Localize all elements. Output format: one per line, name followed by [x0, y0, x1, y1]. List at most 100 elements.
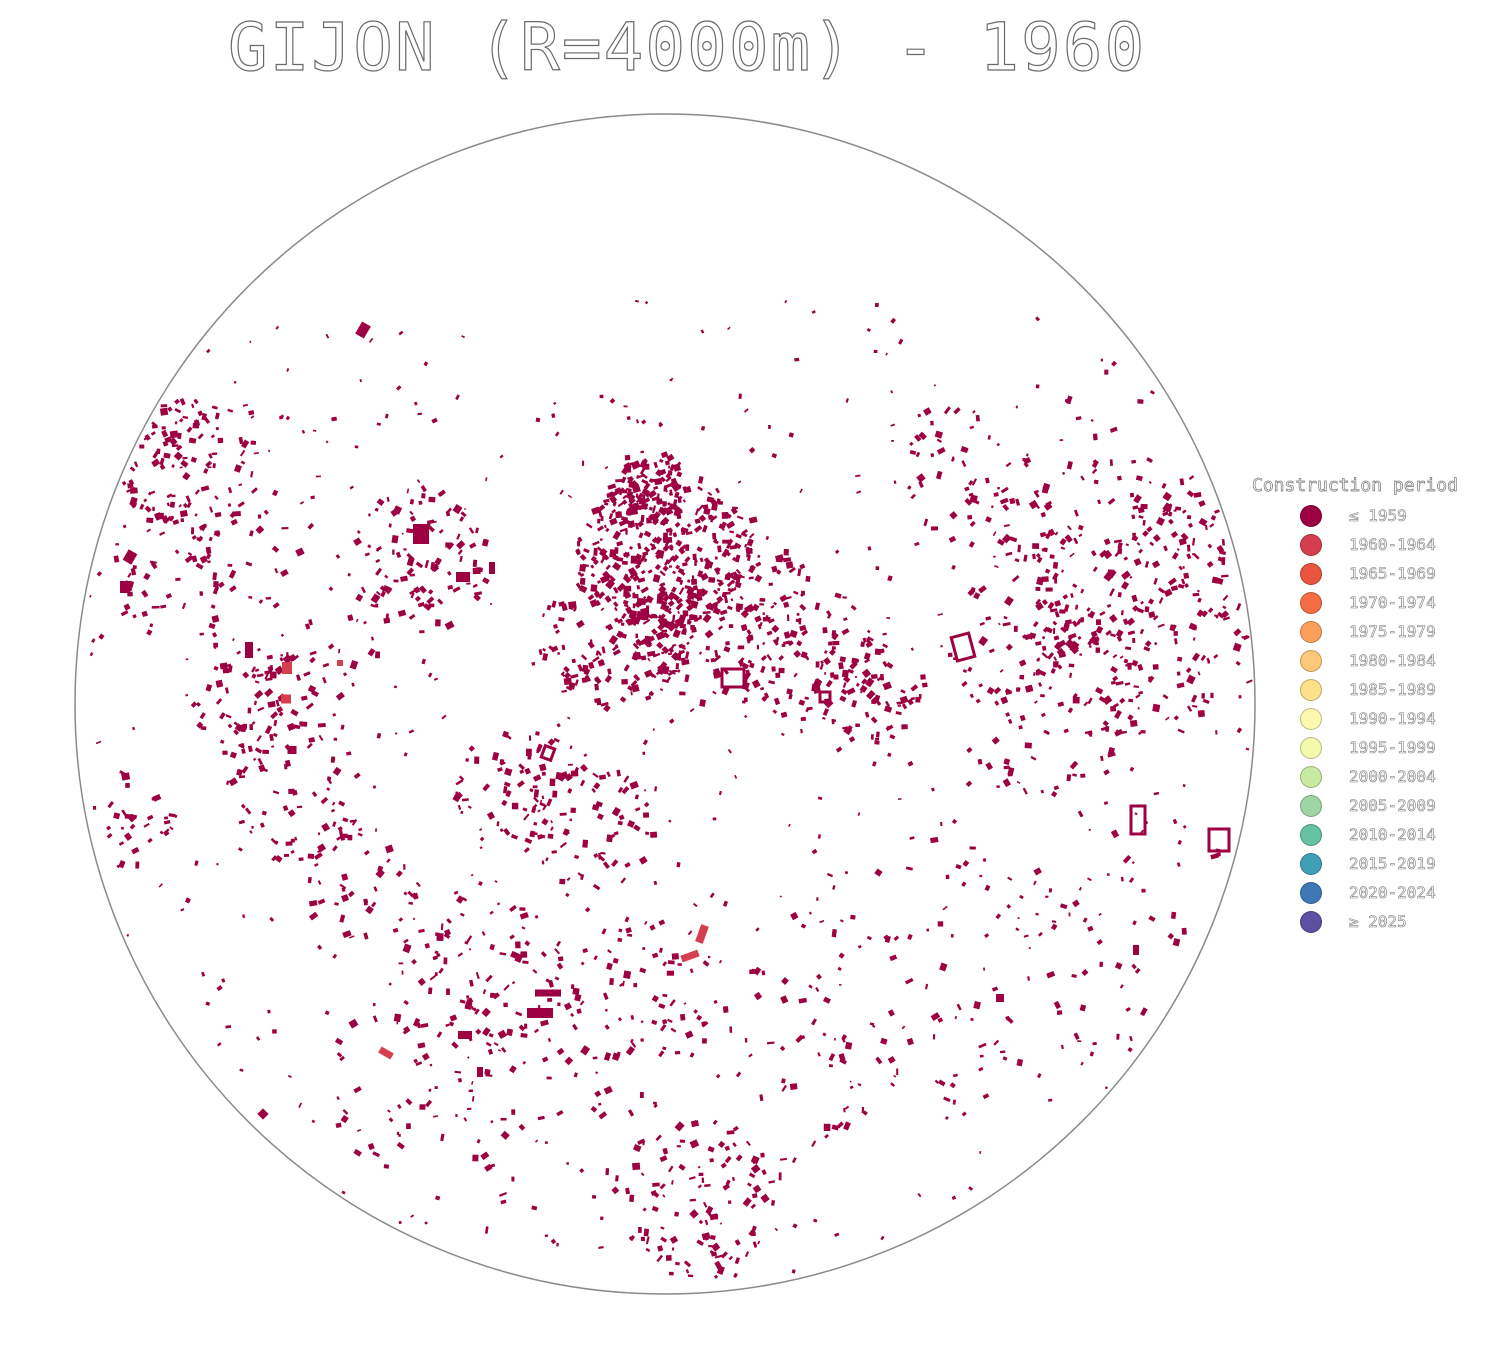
- building: [568, 602, 576, 611]
- building: [842, 675, 851, 683]
- building: [942, 905, 948, 911]
- building: [225, 687, 229, 694]
- building: [627, 685, 634, 692]
- legend-swatch: [1300, 534, 1322, 556]
- building: [249, 724, 253, 731]
- building: [1142, 530, 1149, 537]
- building: [655, 1134, 662, 1142]
- building: [996, 994, 1004, 1002]
- building: [771, 1200, 776, 1206]
- building: [768, 582, 774, 587]
- building: [1110, 829, 1120, 839]
- building: [992, 531, 997, 537]
- building: [1213, 653, 1219, 659]
- building: [216, 863, 219, 866]
- building: [783, 631, 791, 639]
- building: [564, 773, 573, 782]
- building: [613, 617, 619, 623]
- building: [1107, 752, 1116, 758]
- building: [914, 541, 920, 547]
- building: [1041, 547, 1047, 552]
- building: [341, 1190, 346, 1195]
- building: [1063, 728, 1069, 734]
- building: [650, 1189, 658, 1197]
- building: [1003, 524, 1010, 528]
- building: [640, 1020, 644, 1024]
- building: [1072, 693, 1078, 699]
- building: [579, 573, 585, 578]
- building: [1036, 556, 1043, 564]
- building: [460, 511, 467, 518]
- building: [1100, 755, 1104, 762]
- building: [415, 561, 424, 569]
- building: [387, 1109, 391, 1113]
- building: [500, 761, 506, 766]
- building: [532, 968, 538, 974]
- building: [454, 791, 463, 801]
- building: [1035, 602, 1044, 611]
- building: [1067, 644, 1073, 649]
- building: [570, 807, 576, 814]
- building: [909, 441, 914, 447]
- building: [1000, 486, 1009, 494]
- building: [683, 1260, 692, 1268]
- building: [1209, 523, 1215, 528]
- building: [617, 937, 623, 943]
- building: [196, 721, 204, 729]
- building: [144, 433, 151, 441]
- building: [1059, 903, 1068, 910]
- building: [871, 701, 876, 705]
- building: [1005, 690, 1013, 695]
- building: [658, 1003, 666, 1009]
- building: [644, 635, 652, 643]
- building: [1014, 558, 1020, 563]
- legend-label: 1980-1984: [1349, 651, 1436, 671]
- building: [815, 987, 820, 992]
- building: [1140, 600, 1144, 605]
- building: [961, 460, 967, 468]
- building: [697, 570, 704, 578]
- building: [455, 394, 460, 401]
- building: [811, 848, 818, 855]
- building: [644, 497, 651, 503]
- building: [889, 954, 898, 962]
- building: [535, 731, 540, 736]
- building: [479, 828, 483, 832]
- building: [1132, 605, 1139, 612]
- building: [248, 530, 254, 537]
- building: [258, 764, 266, 773]
- building: [632, 642, 640, 650]
- building: [714, 602, 718, 610]
- building: [984, 477, 990, 484]
- building: [672, 504, 678, 511]
- building: [893, 480, 897, 484]
- building: [1236, 727, 1243, 734]
- building: [702, 610, 711, 615]
- legend-swatch: [1300, 505, 1322, 527]
- building: [887, 1009, 895, 1017]
- building: [624, 519, 632, 525]
- building: [541, 795, 545, 800]
- building: [413, 401, 418, 406]
- legend-label: ≥ 2025: [1349, 912, 1407, 932]
- building: [625, 490, 634, 500]
- building: [210, 604, 216, 609]
- building: [317, 880, 322, 885]
- building: [551, 850, 557, 854]
- building: [367, 1142, 375, 1151]
- building: [662, 1046, 667, 1051]
- building: [631, 653, 639, 661]
- building: [440, 923, 444, 931]
- building: [373, 886, 378, 892]
- building: [403, 999, 409, 1006]
- building: [660, 1226, 665, 1230]
- building: [648, 478, 654, 484]
- building: [1170, 585, 1179, 592]
- building: [590, 572, 596, 578]
- building: [1192, 592, 1200, 597]
- legend-item: 2020-2024: [1300, 881, 1500, 910]
- courtyard-building: [818, 690, 832, 704]
- building: [537, 1115, 545, 1121]
- building: [842, 682, 847, 688]
